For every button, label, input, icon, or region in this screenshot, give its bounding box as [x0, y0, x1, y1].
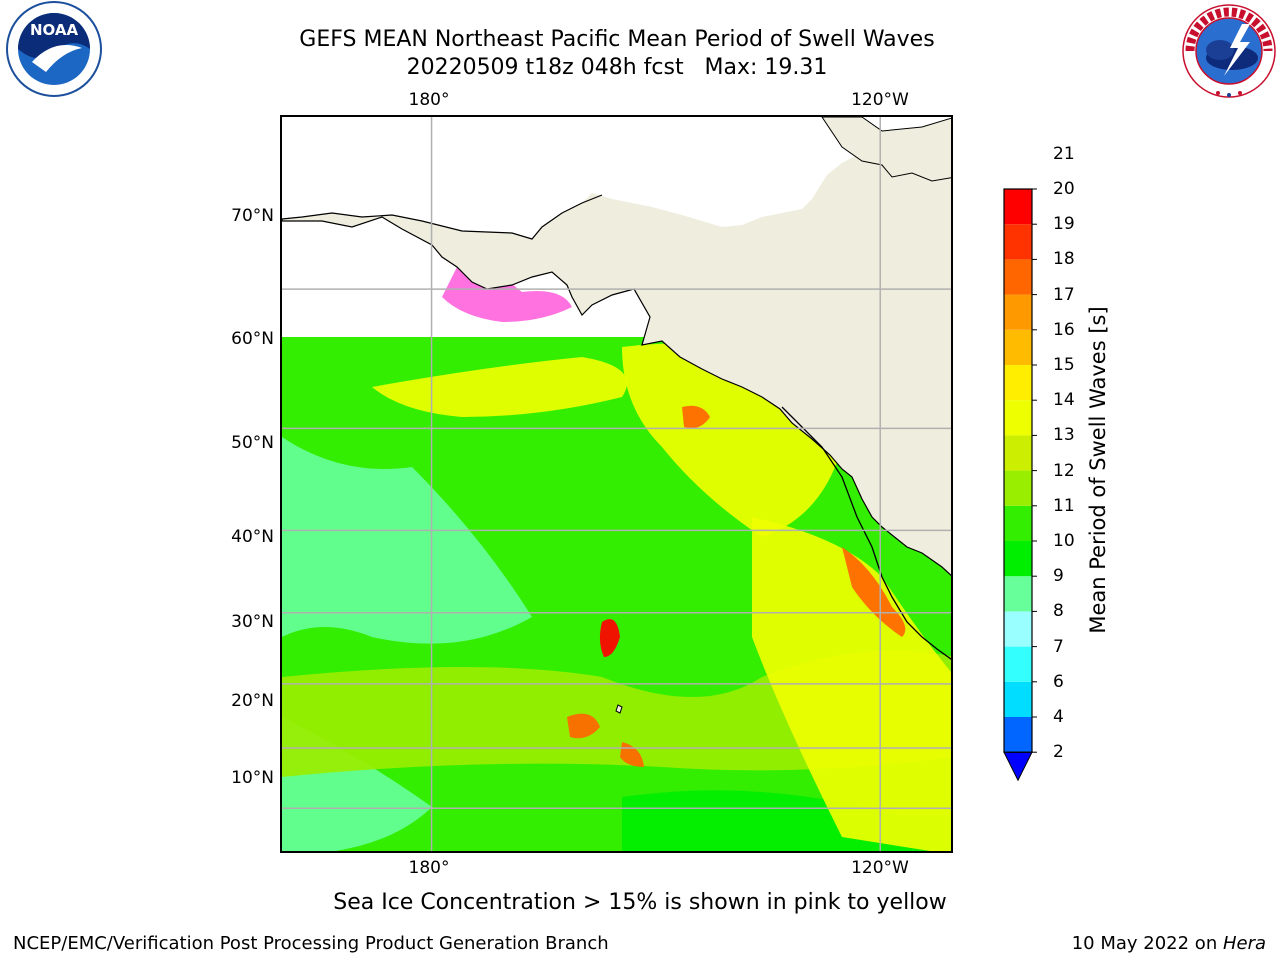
y-tick-40n: 40°N [231, 527, 274, 547]
field-region-nw-coast-max [842, 547, 906, 637]
sea-ice-note: Sea Ice Concentration > 15% is shown in … [333, 890, 947, 915]
footer-date: 10 May 2022 on Hera [1072, 933, 1266, 955]
colorbar-segment [1004, 224, 1032, 260]
colorbar-tick-label: 19 [1053, 214, 1075, 235]
nws-logo [1180, 2, 1278, 104]
colorbar-tick-label: 17 [1053, 284, 1075, 305]
colorbar-tick-label: 12 [1053, 460, 1075, 481]
colorbar-segment [1004, 294, 1032, 330]
chart-subtitle: 20220509 t18z 048h fcst Max: 19.31 [406, 55, 828, 80]
colorbar-segment [1004, 717, 1032, 753]
hawaii-island [615, 704, 623, 714]
colorbar-segment [1004, 259, 1032, 295]
field-region-aleutian-band [372, 357, 627, 417]
colorbar-tick-label: 16 [1053, 319, 1075, 340]
x-tick-top-120w: 120°W [851, 90, 909, 110]
chart-title: GEFS MEAN Northeast Pacific Mean Period … [299, 27, 935, 52]
colorbar-tick-label: 7 [1053, 636, 1064, 657]
colorbar-tick-label: 14 [1053, 390, 1075, 411]
colorbar [1003, 188, 1037, 782]
noaa-text: NOAA [30, 21, 79, 39]
y-tick-30n: 30°N [231, 612, 274, 632]
nw-america-coast [781, 406, 951, 660]
colorbar-tick-label: 8 [1053, 601, 1064, 622]
colorbar-segment [1004, 470, 1032, 506]
colorbar-extend-min [1003, 751, 1033, 782]
y-tick-20n: 20°N [231, 691, 274, 711]
y-tick-60n: 60°N [231, 329, 274, 349]
colorbar-tick-label: 13 [1053, 425, 1075, 446]
field-region-alaska-max [682, 405, 710, 429]
x-tick-bottom-180: 180° [408, 858, 450, 878]
siberia-coast [282, 194, 603, 240]
colorbar-segments [1003, 188, 1037, 782]
field-region-western-band [282, 437, 532, 851]
x-tick-bottom-120w: 120°W [851, 858, 909, 878]
graticule [282, 117, 951, 851]
colorbar-segment [1004, 400, 1032, 436]
colorbar-tick-label: 6 [1053, 671, 1064, 692]
colorbar-segment [1004, 505, 1032, 541]
field-region-hawaii-north-max [599, 619, 620, 657]
colorbar-tick-label: 4 [1053, 707, 1064, 727]
y-tick-10n: 10°N [231, 768, 274, 788]
colorbar-label: Mean Period of Swell Waves [s] [1086, 306, 1110, 634]
colorbar-segment [1004, 681, 1032, 717]
footer-host: Hera [1222, 933, 1266, 954]
colorbar-segment [1004, 541, 1032, 577]
footer-org: NCEP/EMC/Verification Post Processing Pr… [13, 933, 609, 954]
colorbar-segment [1004, 646, 1032, 682]
colorbar-tick-label: 2 [1053, 742, 1064, 763]
field-region-hawaii-south-max [567, 713, 644, 767]
colorbar-tick-label: 18 [1053, 249, 1075, 270]
colorbar-tick-label: 20 [1053, 179, 1075, 199]
swell-period-map [282, 117, 951, 851]
colorbar-segment [1004, 329, 1032, 365]
alaska-siberia-landmass [282, 117, 951, 577]
colorbar-tick-label: 11 [1053, 495, 1075, 516]
colorbar-segment [1004, 435, 1032, 471]
noaa-logo: NOAA [2, 0, 106, 104]
arctic-ocean-gap [282, 117, 951, 239]
y-tick-50n: 50°N [231, 433, 274, 453]
colorbar-tick-label: 10 [1053, 531, 1075, 551]
colorbar-tick-label: 9 [1053, 566, 1064, 587]
footer-date-text: 10 May 2022 on [1071, 933, 1223, 954]
x-tick-top-180: 180° [408, 90, 450, 110]
map-panel [280, 115, 953, 853]
colorbar-segment [1004, 576, 1032, 612]
colorbar-tick-label: 15 [1053, 355, 1075, 375]
colorbar-segment [1004, 189, 1032, 225]
colorbar-tick-label: 21 [1053, 143, 1075, 164]
canada-arctic-islands [821, 117, 951, 182]
colorbar-segment [1004, 611, 1032, 647]
colorbar-segment [1004, 365, 1032, 401]
land-layer [282, 117, 951, 714]
y-tick-70n: 70°N [231, 206, 274, 226]
